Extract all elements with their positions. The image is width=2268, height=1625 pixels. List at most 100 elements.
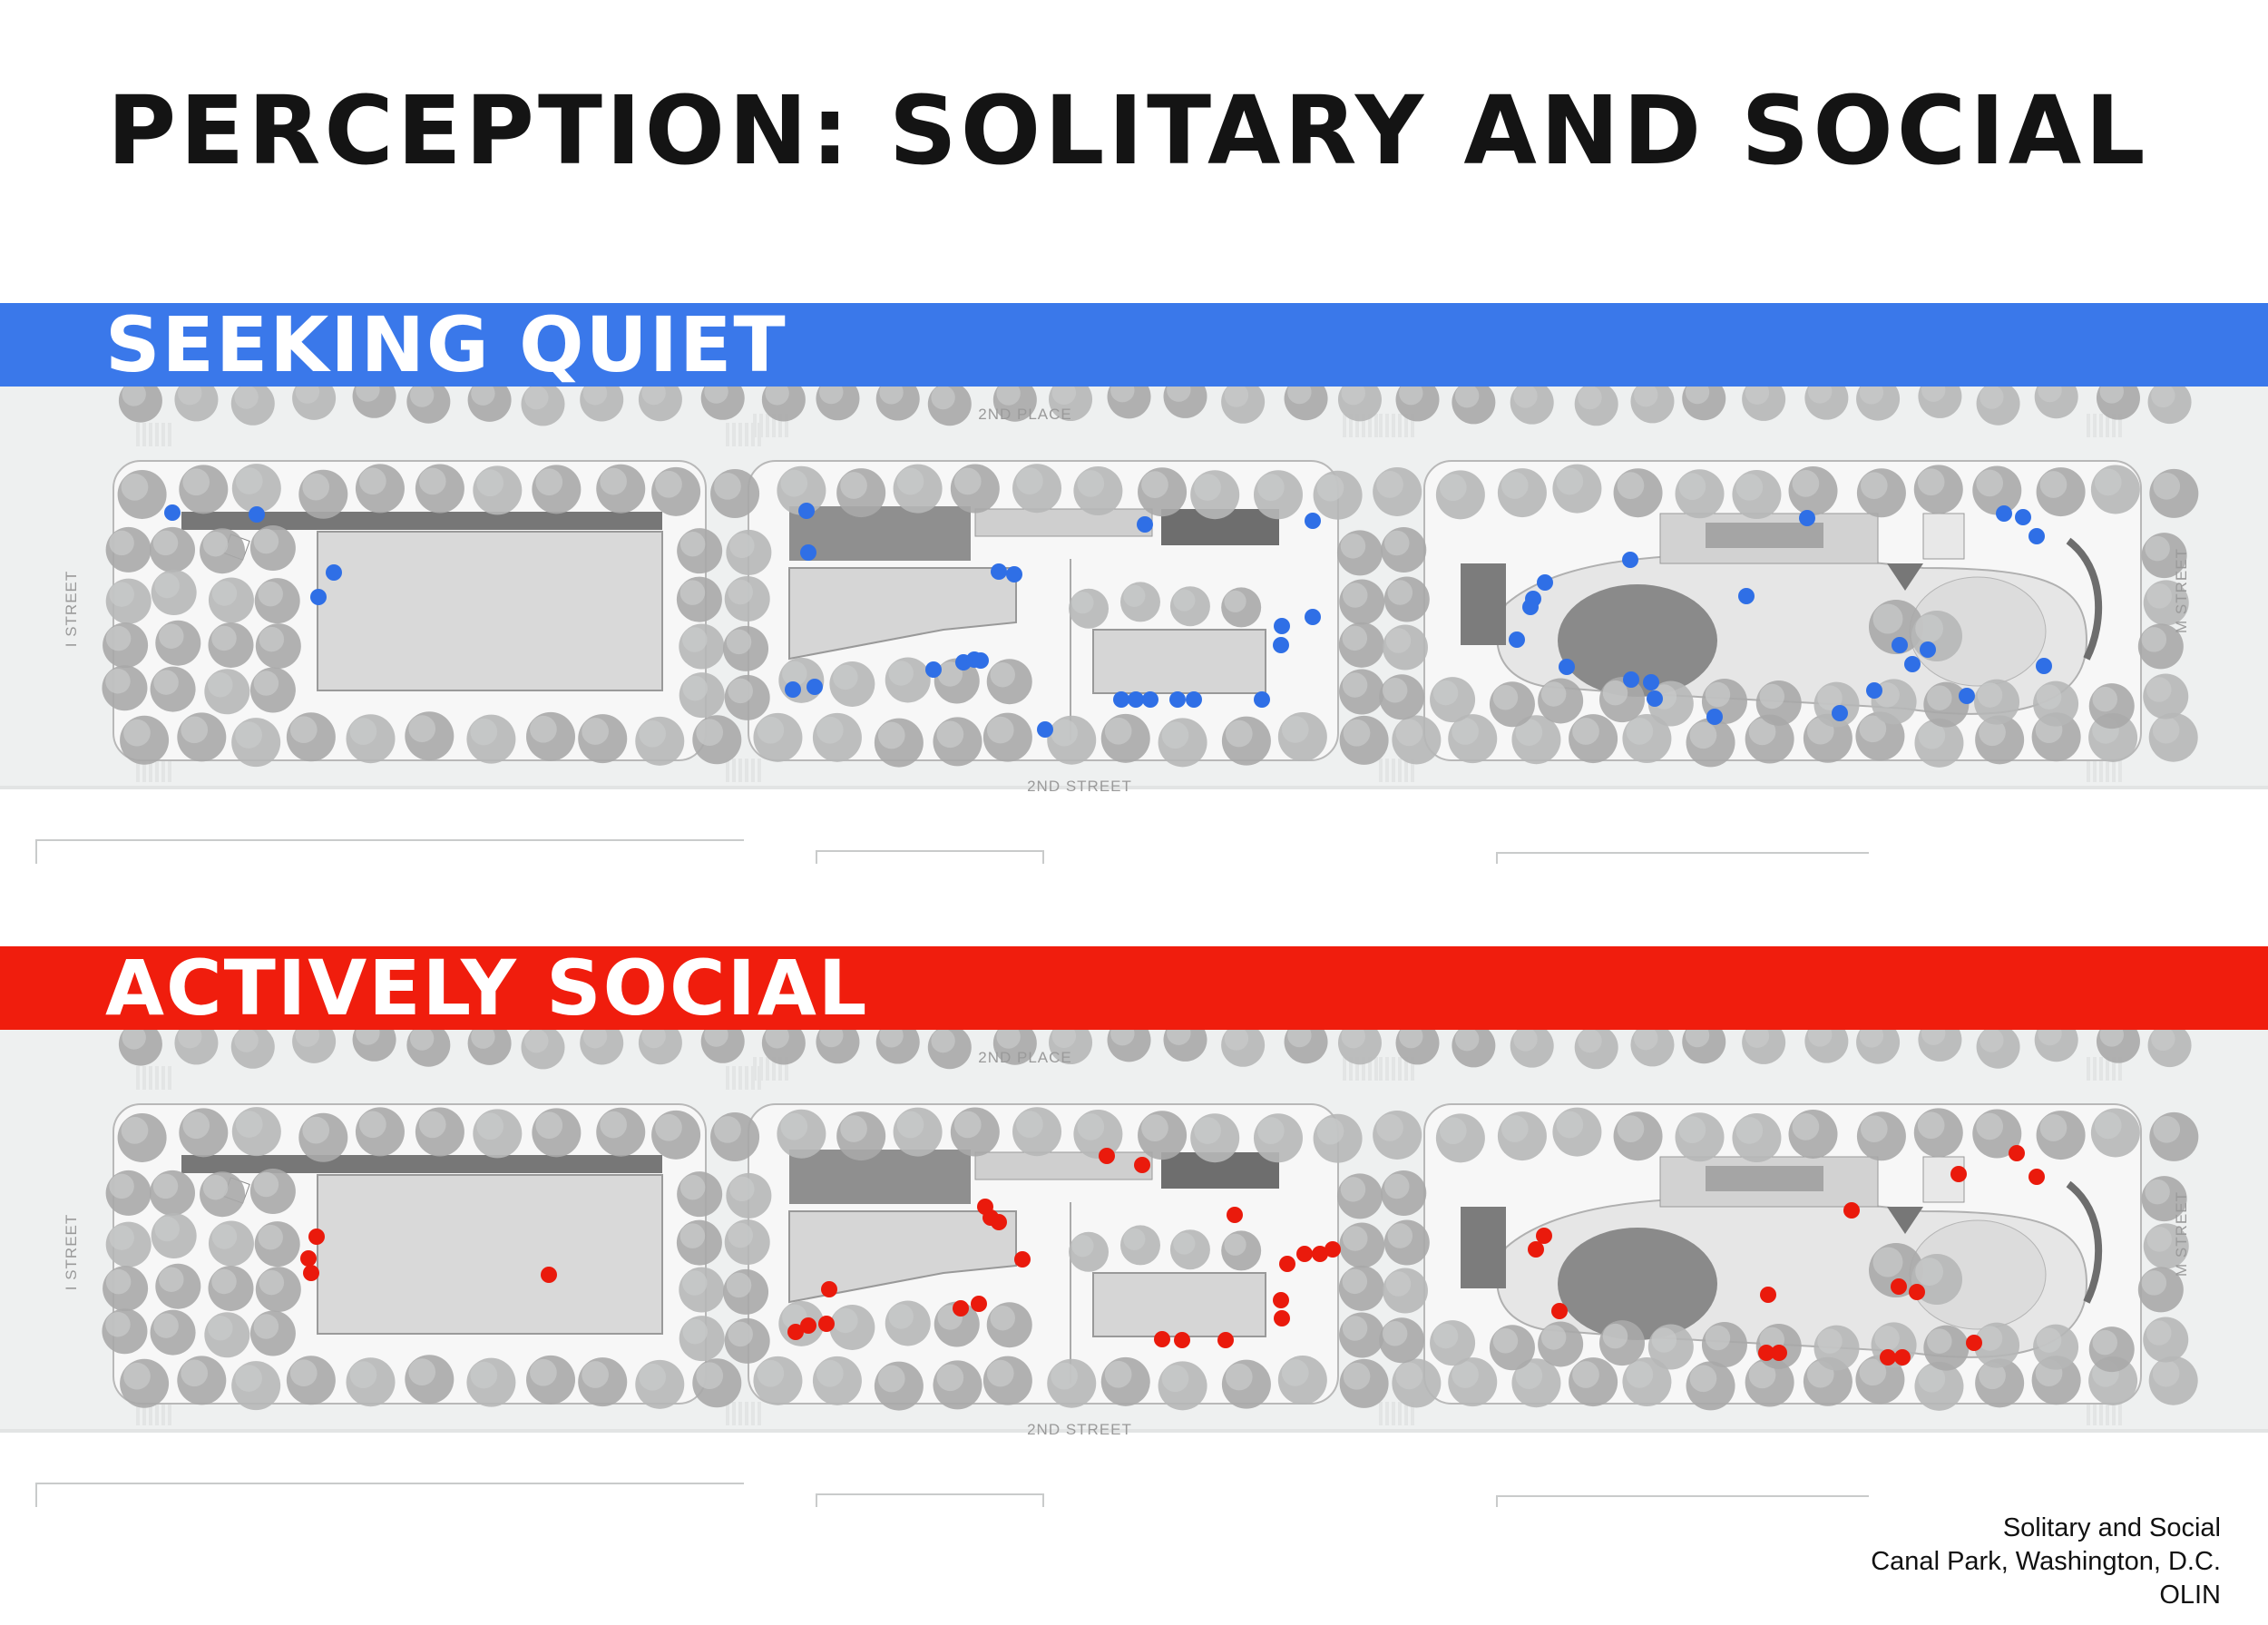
seeking-quiet-map: 2ND PLACE 2ND STREET I STREET M STREET xyxy=(0,387,2268,867)
street-label-east: M STREET xyxy=(2173,1191,2190,1277)
social-observation-dot xyxy=(800,1317,816,1334)
quiet-observation-dots xyxy=(164,503,2052,738)
quiet-observation-dot xyxy=(1623,671,1639,688)
social-observation-dot xyxy=(1758,1345,1774,1361)
social-observation-dot xyxy=(303,1265,319,1281)
actively-social-map-svg: 2ND PLACE 2ND STREET I STREET M STREET xyxy=(0,1030,2268,1511)
credit-location: Canal Park, Washington, D.C. xyxy=(1871,1547,2221,1576)
quiet-observation-dot xyxy=(1522,599,1539,615)
quiet-observation-dot xyxy=(310,589,327,605)
quiet-observation-dot xyxy=(1537,574,1553,591)
social-observation-dot xyxy=(1134,1157,1150,1173)
social-observation-dot xyxy=(1296,1246,1313,1262)
tree-canopy xyxy=(102,1030,2199,1411)
building-band xyxy=(0,1429,2268,1511)
quiet-observation-dot xyxy=(1305,609,1321,625)
quiet-observation-dot xyxy=(785,681,801,698)
quiet-observation-dot xyxy=(1509,631,1525,648)
social-observation-dots xyxy=(300,1145,2045,1366)
actively-social-label: ACTIVELY SOCIAL xyxy=(105,944,869,1033)
page-title: PERCEPTION: SOLITARY AND SOCIAL xyxy=(107,75,2149,186)
credit-block: Solitary and Social Canal Park, Washingt… xyxy=(1871,1512,2221,1612)
quiet-observation-dot xyxy=(1920,641,1936,658)
quiet-observation-dot xyxy=(991,563,1007,580)
social-observation-dot xyxy=(1894,1349,1911,1366)
street-label-west: I STREET xyxy=(63,1214,80,1291)
social-observation-dot xyxy=(1273,1292,1289,1308)
social-observation-dot xyxy=(991,1214,1007,1230)
quiet-observation-dot xyxy=(164,504,181,521)
quiet-observation-dot xyxy=(1169,691,1186,708)
social-observation-dot xyxy=(1536,1228,1552,1244)
quiet-observation-dot xyxy=(1904,656,1921,672)
quiet-observation-dot xyxy=(1128,691,1144,708)
tree-canopy xyxy=(102,387,2199,768)
social-observation-dot xyxy=(1843,1202,1860,1219)
social-observation-dot xyxy=(1174,1332,1190,1348)
quiet-observation-dot xyxy=(1006,566,1022,582)
quiet-observation-dot xyxy=(1866,682,1882,699)
social-observation-dot xyxy=(1551,1303,1568,1319)
social-observation-dot xyxy=(1760,1287,1776,1303)
social-observation-dot xyxy=(1966,1335,1982,1351)
social-observation-dot xyxy=(2028,1169,2045,1185)
quiet-observation-dot xyxy=(1113,691,1129,708)
social-observation-dot xyxy=(1154,1331,1170,1347)
quiet-observation-dot xyxy=(925,661,942,678)
quiet-observation-dot xyxy=(1137,516,1153,533)
social-observation-dot xyxy=(787,1324,804,1340)
social-observation-dot xyxy=(1950,1166,1967,1182)
quiet-observation-dot xyxy=(2015,509,2031,525)
social-observation-dot xyxy=(1217,1332,1234,1348)
quiet-observation-dot xyxy=(1996,505,2012,522)
social-observation-dot xyxy=(1891,1278,1907,1295)
quiet-observation-dot xyxy=(1273,637,1289,653)
social-observation-dot xyxy=(1528,1241,1544,1258)
quiet-observation-dot xyxy=(1643,674,1659,690)
quiet-observation-dot xyxy=(1799,510,1815,526)
street-label-north: 2ND PLACE xyxy=(978,406,1071,423)
social-observation-dot xyxy=(1274,1310,1290,1326)
quiet-observation-dot xyxy=(1559,659,1575,675)
actively-social-map: 2ND PLACE 2ND STREET I STREET M STREET xyxy=(0,1030,2268,1511)
quiet-observation-dot xyxy=(2028,528,2045,544)
quiet-observation-dot xyxy=(1274,618,1290,634)
quiet-observation-dot xyxy=(1037,721,1053,738)
social-observation-dot xyxy=(1014,1251,1031,1268)
quiet-observation-dot xyxy=(807,679,823,695)
actively-social-band xyxy=(0,946,2268,1030)
social-observation-dot xyxy=(1880,1349,1896,1366)
social-observation-dot xyxy=(818,1316,835,1332)
quiet-observation-dot xyxy=(326,564,342,581)
quiet-observation-dot xyxy=(1622,552,1638,568)
quiet-observation-dot xyxy=(1959,688,1975,704)
quiet-observation-dot xyxy=(1142,691,1158,708)
social-observation-dot xyxy=(1312,1246,1328,1262)
quiet-observation-dot xyxy=(1186,691,1202,708)
seeking-quiet-band xyxy=(0,303,2268,387)
social-observation-dot xyxy=(953,1300,969,1317)
building-outlines xyxy=(35,839,1869,864)
social-observation-dot xyxy=(541,1267,557,1283)
quiet-observation-dot xyxy=(1706,709,1723,725)
street-label-north: 2ND PLACE xyxy=(978,1049,1071,1066)
social-observation-dot xyxy=(1279,1256,1295,1272)
credit-title: Solitary and Social xyxy=(2002,1513,2221,1542)
quiet-observation-dot xyxy=(1305,513,1321,529)
building-outlines xyxy=(35,1483,1869,1507)
street-label-south: 2ND STREET xyxy=(1027,1421,1132,1438)
quiet-observation-dot xyxy=(1738,588,1755,604)
quiet-observation-dot xyxy=(800,544,816,561)
quiet-observation-dot xyxy=(1892,637,1908,653)
quiet-observation-dot xyxy=(1254,691,1270,708)
social-observation-dot xyxy=(1227,1207,1243,1223)
social-observation-dot xyxy=(821,1281,837,1297)
social-observation-dot xyxy=(971,1296,987,1312)
quiet-observation-dot xyxy=(2036,658,2052,674)
social-observation-dot xyxy=(300,1250,317,1267)
social-observation-dot xyxy=(308,1229,325,1245)
street-label-south: 2ND STREET xyxy=(1027,778,1132,795)
social-observation-dot xyxy=(1099,1148,1115,1164)
street-label-east: M STREET xyxy=(2173,548,2190,633)
social-observation-dot xyxy=(2009,1145,2025,1161)
